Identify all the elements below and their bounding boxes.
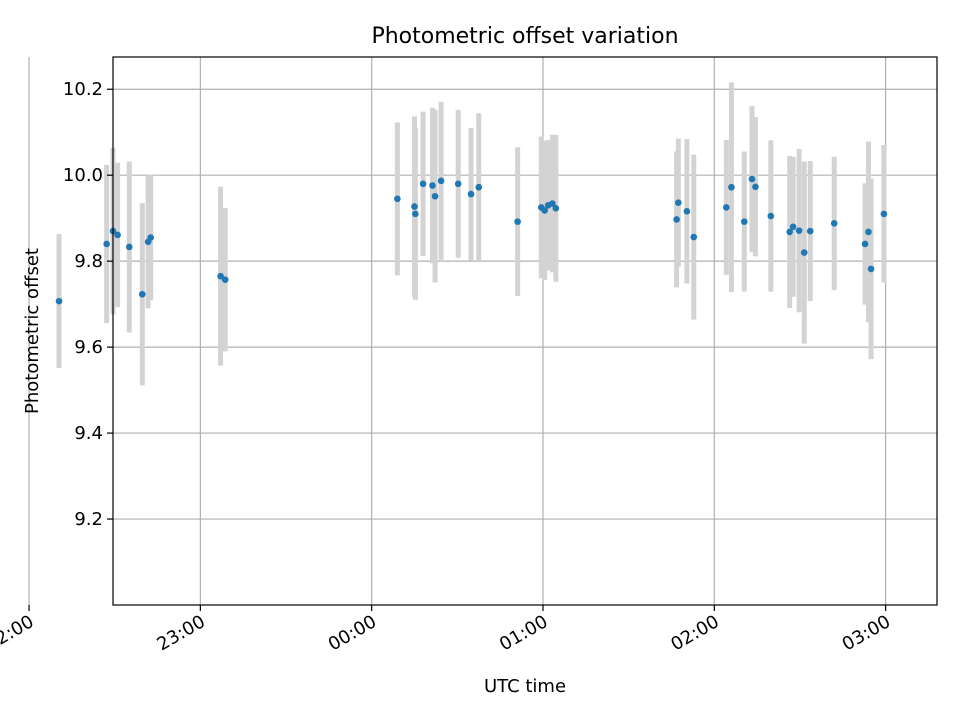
data-point (789, 223, 797, 231)
y-axis-ticks: 9.2 9.4 9.6 9.8 10.0 10.2 (63, 79, 113, 530)
data-point (861, 240, 869, 248)
x-axis-label: UTC time (484, 676, 566, 697)
data-point (786, 228, 793, 236)
data-point (114, 231, 121, 239)
data-point (467, 190, 475, 198)
data-point (431, 192, 439, 200)
data-point (419, 180, 427, 188)
x-tick-label: 02:00 (667, 611, 722, 655)
data-point (728, 183, 735, 191)
data-point (683, 207, 691, 215)
data-point (673, 216, 680, 223)
data-point (867, 265, 875, 273)
data-point (217, 272, 224, 280)
error-bars (56, 82, 887, 386)
data-point (767, 212, 775, 220)
data-point (221, 276, 229, 283)
x-tick-label: 23:00 (153, 611, 208, 655)
y-tick-label: 10.0 (63, 165, 103, 186)
data-point (675, 199, 682, 207)
data-point (394, 195, 401, 203)
data-point (55, 297, 63, 305)
x-tick-label: 22:00 (0, 611, 38, 655)
data-point (437, 177, 445, 185)
data-points (55, 175, 888, 305)
data-point (429, 182, 436, 189)
chart-title: Photometric offset variation (371, 24, 678, 49)
data-point (795, 227, 803, 234)
data-point (147, 234, 154, 241)
data-point (740, 218, 748, 225)
data-point (103, 240, 110, 248)
y-tick-label: 10.2 (63, 79, 103, 100)
data-point (138, 290, 146, 298)
x-tick-label: 03:00 (839, 611, 894, 655)
data-point (552, 204, 560, 212)
data-point (454, 180, 462, 188)
data-point (412, 210, 419, 218)
data-point (748, 175, 756, 183)
data-point (549, 200, 556, 207)
data-point (806, 227, 814, 235)
y-tick-label: 9.6 (74, 337, 103, 358)
data-point (690, 233, 698, 241)
x-tick-label: 00:00 (325, 611, 380, 655)
y-tick-label: 9.4 (74, 423, 103, 444)
data-point (541, 207, 549, 214)
y-tick-label: 9.8 (74, 251, 103, 272)
data-point (411, 203, 418, 210)
data-point (752, 183, 759, 191)
y-axis-label: Photometric offset (22, 248, 43, 414)
data-point (830, 220, 838, 227)
data-point (475, 183, 483, 191)
data-point (800, 249, 808, 256)
data-point (722, 204, 730, 211)
data-point (865, 228, 872, 236)
data-point (880, 210, 888, 218)
x-tick-label: 01:00 (496, 611, 551, 655)
y-tick-label: 9.2 (74, 509, 103, 530)
data-point (514, 218, 521, 225)
data-point (125, 243, 133, 251)
plot-frame (112, 56, 938, 606)
